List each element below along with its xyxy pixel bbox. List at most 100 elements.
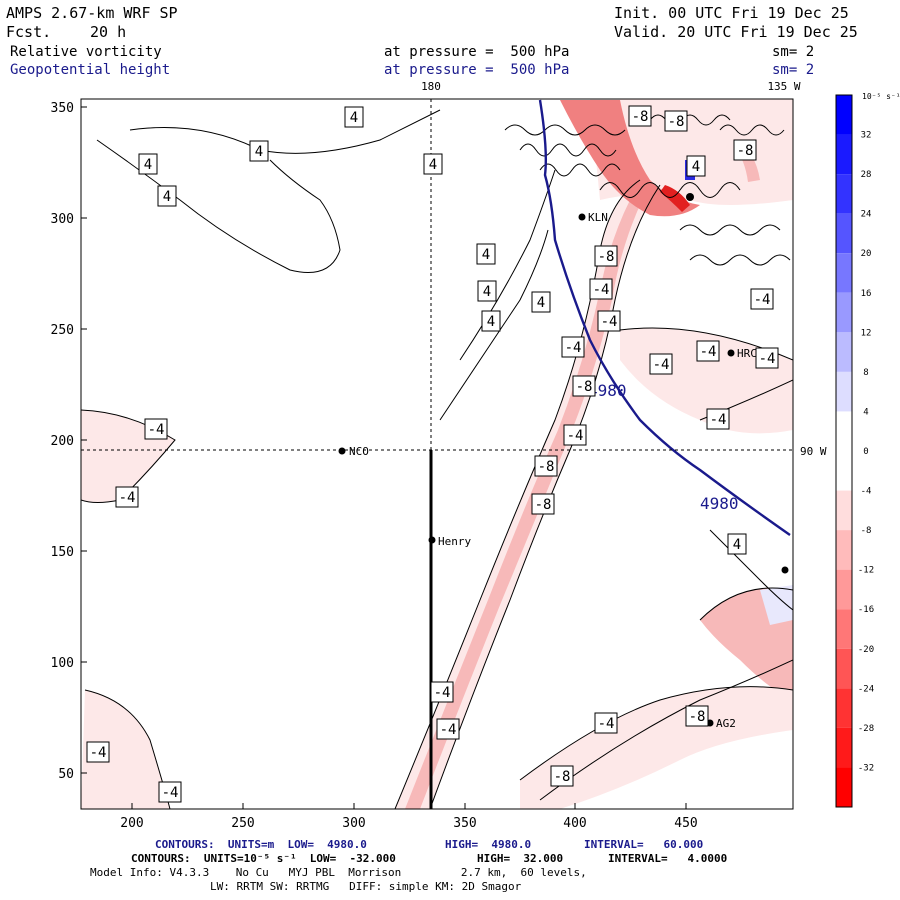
vorticity-label-box (727, 533, 747, 555)
station-marker (578, 213, 586, 221)
vorticity-label: -4 (90, 745, 107, 761)
vorticity-label-box (594, 712, 618, 734)
vorticity-label: 4 (255, 144, 263, 160)
colorbar-swatch (836, 530, 852, 570)
colorbar-swatch (836, 451, 852, 491)
vorticity-label-box (138, 153, 158, 175)
vorticity-label: -8 (737, 143, 754, 159)
vorticity-label-box (157, 185, 177, 207)
vorticity-label: -8 (554, 769, 571, 785)
vorticity-label-box (249, 140, 269, 162)
height-contour-high: HIGH= 4980.0 (445, 838, 532, 851)
vorticity-label: -8 (535, 497, 552, 513)
colorbar-label: -12 (858, 566, 874, 576)
colorbar-label: 0 (863, 447, 868, 457)
vorticity-label: 4 (429, 157, 437, 173)
physics-info: LW: RRTM SW: RRTMG DIFF: simple KM: 2D S… (210, 880, 522, 893)
colorbar-swatch (836, 213, 852, 254)
height-label: 4980 (700, 494, 739, 513)
x-tick-label: 200 (120, 816, 143, 831)
vorticity-label: -4 (598, 716, 615, 732)
vorticity-label-box (550, 765, 574, 787)
colorbar-swatch (836, 490, 852, 531)
station-label: AG2 (716, 717, 736, 730)
vorticity-label: -8 (689, 709, 706, 725)
vorticity-contour-high: HIGH= 32.000 (477, 852, 564, 865)
field1-smoothing: sm= 2 (772, 44, 815, 60)
y-tick-label: 150 (51, 545, 74, 560)
height-contour-info: CONTOURS: UNITS=m LOW= 4980.0 (155, 838, 367, 851)
x-tick-label: 400 (563, 816, 586, 831)
vorticity-label: -8 (668, 114, 685, 130)
vorticity-label-box (628, 105, 652, 127)
vorticity-label-box (531, 291, 551, 313)
vorticity-label-box (563, 424, 587, 446)
vorticity-label: -8 (632, 109, 649, 125)
vorticity-label: -8 (538, 459, 555, 475)
station-marker (686, 193, 694, 201)
colorbar: 32 28 24 20 16 12 8 4 0 -4 -8 -12 -16 -20 -24 -28 -32 (835, 94, 874, 808)
y-tick-label: 250 (51, 323, 74, 338)
vorticity-label-box (481, 310, 501, 332)
vorticity-label-box (755, 347, 779, 369)
x-tick-label: 250 (231, 816, 254, 831)
vorticity-label: 4 (482, 247, 490, 263)
colorbar-swatch (836, 292, 852, 333)
colorbar-swatch (836, 688, 852, 728)
init-time: Init. 00 UTC Fri 19 Dec 25 (614, 4, 849, 22)
vorticity-label-box (649, 353, 673, 375)
vorticity-label: -4 (759, 351, 776, 367)
colorbar-label: -32 (858, 763, 874, 773)
colorbar-label: 8 (863, 368, 868, 378)
vorticity-label: 4 (487, 314, 495, 330)
colorbar-label: 24 (861, 210, 872, 220)
colorbar-label: -4 (861, 487, 872, 497)
forecast-hour: 20 h (90, 23, 127, 41)
model-title: AMPS 2.67-km WRF SP (6, 4, 178, 22)
colorbar-swatch (836, 727, 852, 768)
colorbar-label: 4 (863, 407, 868, 417)
vorticity-contour-interval: INTERVAL= 4.0000 (608, 852, 728, 865)
vorticity-label-box (144, 418, 168, 440)
colorbar-swatch (836, 569, 852, 610)
x-tick-labels: 200 250 300 350 400 450 (120, 816, 697, 831)
field1-level: at pressure = 500 hPa (384, 44, 570, 60)
colorbar-swatch (836, 648, 852, 689)
colorbar-label: 32 (861, 131, 872, 141)
colorbar-label: 16 (861, 289, 872, 299)
vorticity-label-box (572, 375, 596, 397)
colorbar-swatch (836, 767, 852, 807)
vorticity-label: -4 (653, 357, 670, 373)
map-frame (80, 98, 794, 810)
x-tick-label: 350 (453, 816, 476, 831)
station-label: NCO (349, 445, 369, 458)
forecast-label: Fcst. (6, 23, 52, 41)
vorticity-label: -4 (434, 685, 451, 701)
colorbar-swatch (836, 253, 852, 293)
vorticity-label: -4 (565, 340, 582, 356)
y-tick-label: 350 (51, 101, 74, 116)
vorticity-label-box (597, 310, 621, 332)
colorbar-label: -16 (858, 605, 874, 615)
colorbar-label: 28 (861, 170, 872, 180)
colorbar-label: 12 (861, 328, 872, 338)
vorticity-label-box (664, 110, 688, 132)
station-label: KLN (588, 211, 608, 224)
station-marker (338, 447, 346, 455)
station-marker (428, 536, 436, 544)
vorticity-label: -4 (593, 282, 610, 298)
colorbar-swatch (836, 332, 852, 372)
y-tick-label: 50 (58, 767, 74, 782)
colorbar-swatch (836, 174, 852, 214)
vorticity-label-box (476, 243, 496, 265)
vorticity-label-box (685, 705, 709, 727)
vorticity-label-box (594, 245, 618, 267)
vorticity-label: -8 (576, 379, 593, 395)
colorbar-swatch (836, 609, 852, 649)
vorticity-label-box (436, 718, 460, 740)
vorticity-label: -8 (598, 249, 615, 265)
parallel-90w-label: 90 W (800, 445, 827, 458)
y-tick-label: 200 (51, 434, 74, 449)
